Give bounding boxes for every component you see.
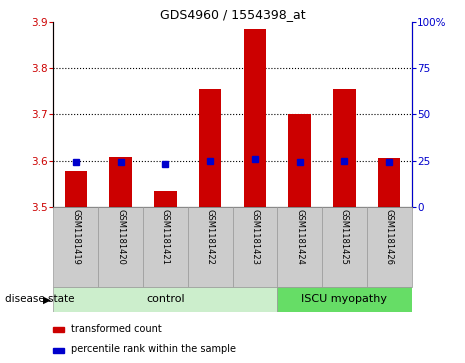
- Bar: [65, 171, 87, 207]
- Text: ISCU myopathy: ISCU myopathy: [301, 294, 387, 305]
- Bar: [109, 158, 132, 207]
- Text: transformed count: transformed count: [72, 324, 162, 334]
- Bar: [188, 207, 232, 287]
- Bar: [232, 207, 277, 287]
- Text: GSM1181426: GSM1181426: [385, 209, 394, 265]
- Bar: [322, 207, 367, 287]
- Bar: [277, 287, 412, 312]
- Bar: [277, 207, 322, 287]
- Text: GSM1181425: GSM1181425: [340, 209, 349, 265]
- Title: GDS4960 / 1554398_at: GDS4960 / 1554398_at: [159, 8, 306, 21]
- Bar: [378, 158, 400, 207]
- Text: GSM1181419: GSM1181419: [71, 209, 80, 265]
- Text: control: control: [146, 294, 185, 305]
- Text: GSM1181424: GSM1181424: [295, 209, 304, 265]
- Bar: [244, 29, 266, 207]
- Bar: [154, 191, 177, 207]
- Bar: [53, 207, 98, 287]
- Bar: [288, 114, 311, 207]
- Text: GSM1181420: GSM1181420: [116, 209, 125, 265]
- Bar: [333, 89, 356, 207]
- Bar: [367, 207, 412, 287]
- Text: ▶: ▶: [43, 294, 51, 305]
- Bar: [98, 207, 143, 287]
- Text: disease state: disease state: [5, 294, 74, 305]
- Text: GSM1181423: GSM1181423: [250, 209, 259, 265]
- Bar: [53, 287, 277, 312]
- Text: GSM1181421: GSM1181421: [161, 209, 170, 265]
- Bar: [143, 207, 188, 287]
- Text: GSM1181422: GSM1181422: [206, 209, 215, 265]
- Text: percentile rank within the sample: percentile rank within the sample: [72, 344, 236, 354]
- Bar: [53, 348, 64, 353]
- Bar: [199, 89, 221, 207]
- Bar: [53, 327, 64, 333]
